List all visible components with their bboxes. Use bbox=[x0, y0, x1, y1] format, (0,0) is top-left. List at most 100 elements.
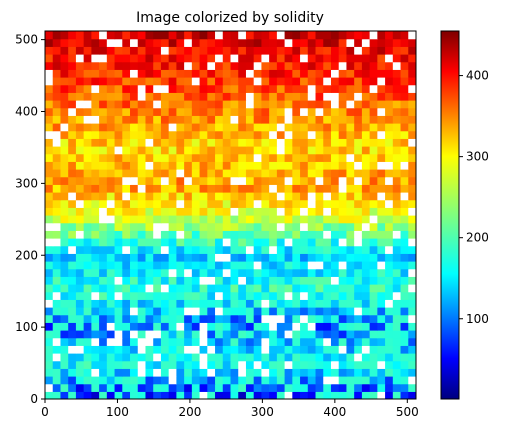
heatmap-cell bbox=[91, 330, 99, 338]
heatmap-cell bbox=[346, 192, 354, 200]
heatmap-cell bbox=[292, 184, 300, 192]
heatmap-cell bbox=[99, 69, 107, 77]
heatmap-cell bbox=[169, 269, 177, 277]
heatmap-cell bbox=[207, 207, 215, 215]
heatmap-cell bbox=[354, 253, 362, 261]
heatmap-cell bbox=[99, 169, 107, 177]
heatmap-cell bbox=[308, 200, 316, 208]
heatmap-cell bbox=[169, 322, 177, 330]
heatmap-cell bbox=[99, 200, 107, 208]
heatmap-cell bbox=[339, 261, 347, 269]
heatmap-cell bbox=[362, 276, 370, 284]
heatmap-cell bbox=[292, 353, 300, 361]
heatmap-cell bbox=[68, 284, 76, 292]
heatmap-cell bbox=[68, 123, 76, 131]
heatmap-cell bbox=[99, 230, 107, 238]
heatmap-cell bbox=[107, 161, 115, 169]
heatmap-cell bbox=[60, 192, 68, 200]
heatmap-cell bbox=[362, 115, 370, 123]
heatmap-cell bbox=[207, 307, 215, 315]
heatmap-cell bbox=[316, 284, 324, 292]
heatmap-cell bbox=[130, 330, 138, 338]
heatmap-cell bbox=[192, 100, 200, 108]
heatmap-cell bbox=[401, 361, 409, 369]
heatmap-cell bbox=[68, 46, 76, 54]
heatmap-cell bbox=[215, 54, 223, 62]
heatmap-cell bbox=[169, 31, 177, 39]
heatmap-cell bbox=[138, 284, 146, 292]
heatmap-cell bbox=[354, 353, 362, 361]
heatmap-cell bbox=[308, 62, 316, 70]
heatmap-cell bbox=[200, 391, 208, 399]
heatmap-cell bbox=[393, 54, 401, 62]
heatmap-cell bbox=[68, 54, 76, 62]
heatmap-cell bbox=[238, 54, 246, 62]
heatmap-cell bbox=[91, 345, 99, 353]
heatmap-cell bbox=[385, 315, 393, 323]
heatmap-cell bbox=[122, 322, 130, 330]
heatmap-cell bbox=[300, 345, 308, 353]
heatmap-cell bbox=[323, 338, 331, 346]
heatmap-cell bbox=[331, 307, 339, 315]
heatmap-cell bbox=[377, 85, 385, 93]
heatmap-cell bbox=[277, 54, 285, 62]
heatmap-cell bbox=[269, 39, 277, 47]
heatmap-cell bbox=[91, 177, 99, 185]
heatmap-cell bbox=[200, 215, 208, 223]
heatmap-cell bbox=[192, 384, 200, 392]
heatmap-cell bbox=[223, 269, 231, 277]
heatmap-cell bbox=[385, 184, 393, 192]
heatmap-cell bbox=[122, 223, 130, 231]
heatmap-cell bbox=[153, 154, 161, 162]
heatmap-cell bbox=[408, 77, 416, 85]
heatmap-cell bbox=[285, 69, 293, 77]
heatmap-cell bbox=[161, 330, 169, 338]
heatmap-cell bbox=[176, 361, 184, 369]
heatmap-cell bbox=[184, 39, 192, 47]
heatmap-cell bbox=[84, 39, 92, 47]
heatmap-cell bbox=[130, 154, 138, 162]
heatmap-cell bbox=[53, 230, 61, 238]
heatmap-cell bbox=[192, 131, 200, 139]
heatmap-cell bbox=[107, 292, 115, 300]
heatmap-cell bbox=[354, 131, 362, 139]
heatmap-cell bbox=[215, 39, 223, 47]
heatmap-cell bbox=[138, 77, 146, 85]
heatmap-cell bbox=[60, 123, 68, 131]
heatmap-cell bbox=[316, 77, 324, 85]
heatmap-cell bbox=[401, 276, 409, 284]
heatmap-cell bbox=[362, 322, 370, 330]
heatmap-cell bbox=[354, 384, 362, 392]
heatmap-cell bbox=[207, 322, 215, 330]
heatmap-cell bbox=[346, 353, 354, 361]
heatmap-cell bbox=[300, 246, 308, 254]
heatmap-cell bbox=[122, 230, 130, 238]
heatmap-cell bbox=[300, 100, 308, 108]
heatmap-cell bbox=[385, 292, 393, 300]
heatmap-cell bbox=[292, 207, 300, 215]
heatmap-cell bbox=[45, 161, 53, 169]
heatmap-cell bbox=[223, 31, 231, 39]
heatmap-cell bbox=[370, 338, 378, 346]
heatmap-cell bbox=[231, 269, 239, 277]
heatmap-cell bbox=[316, 85, 324, 93]
heatmap-cell bbox=[84, 215, 92, 223]
heatmap-cell bbox=[84, 376, 92, 384]
heatmap-cell bbox=[393, 376, 401, 384]
heatmap-cell bbox=[408, 230, 416, 238]
heatmap-cell bbox=[377, 77, 385, 85]
heatmap-cell bbox=[231, 192, 239, 200]
heatmap-cell bbox=[292, 338, 300, 346]
heatmap-cell bbox=[184, 276, 192, 284]
heatmap-cell bbox=[401, 246, 409, 254]
heatmap-cell bbox=[107, 376, 115, 384]
heatmap-cell bbox=[323, 192, 331, 200]
heatmap-cell bbox=[285, 230, 293, 238]
heatmap-cell bbox=[277, 100, 285, 108]
heatmap-cell bbox=[346, 146, 354, 154]
heatmap-cell bbox=[161, 123, 169, 131]
heatmap-cell bbox=[223, 253, 231, 261]
heatmap-cell bbox=[130, 345, 138, 353]
heatmap-cell bbox=[153, 108, 161, 116]
heatmap-cell bbox=[207, 345, 215, 353]
